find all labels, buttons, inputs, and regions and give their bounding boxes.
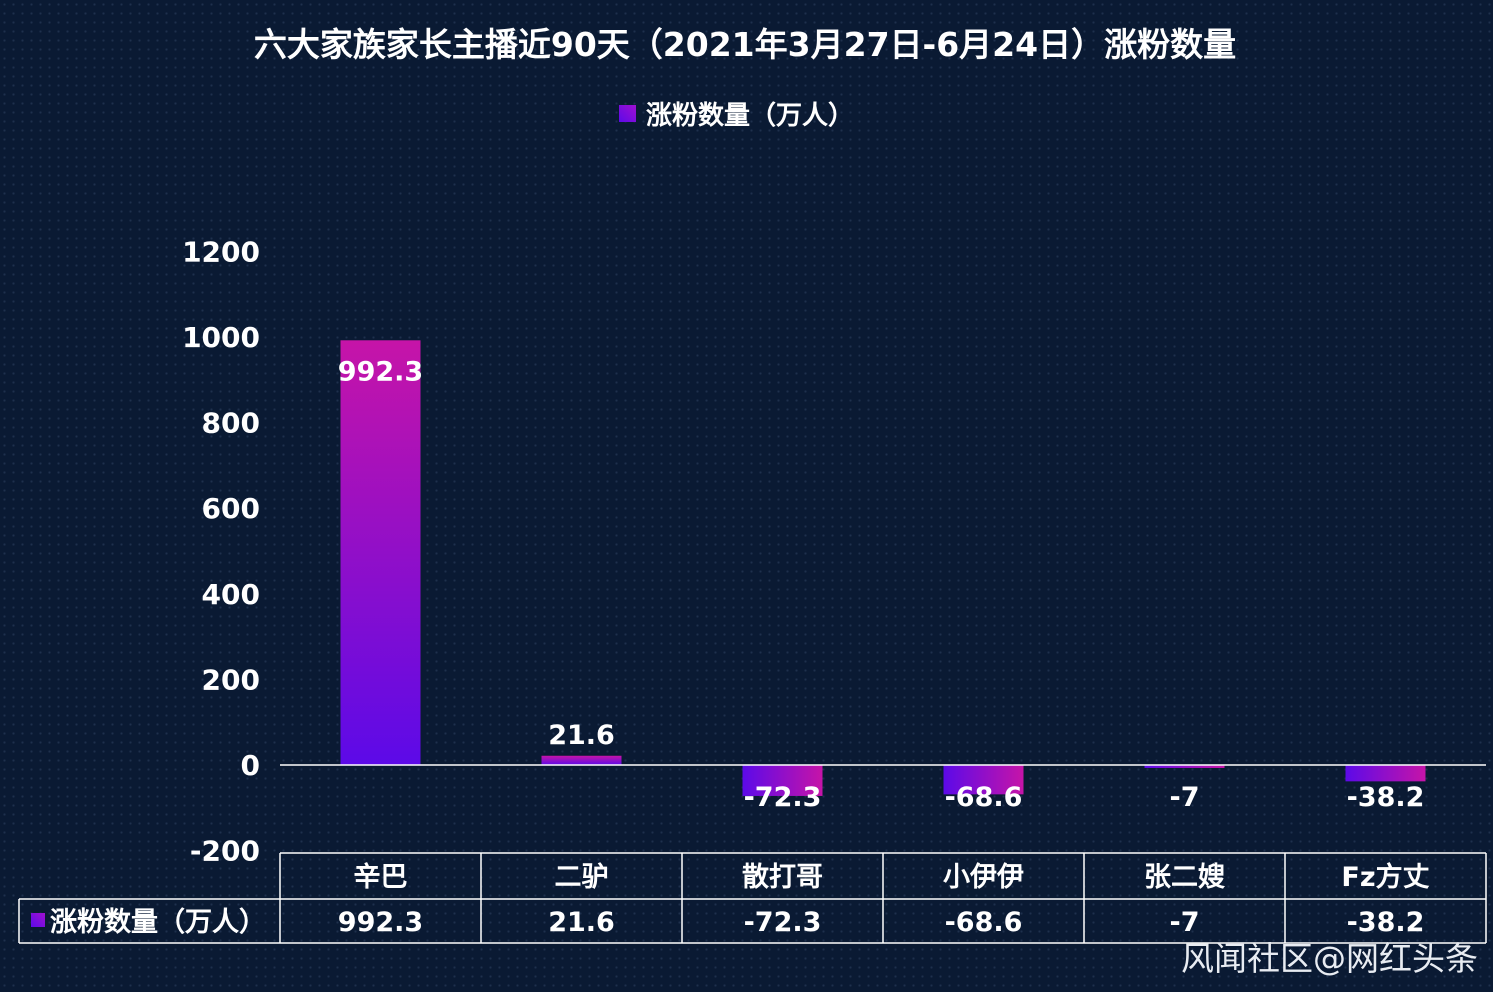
legend: 涨粉数量（万人） <box>619 101 854 131</box>
bar-张二嫂 <box>1144 765 1225 768</box>
data-label: -38.2 <box>1347 782 1425 813</box>
bar-辛巴 <box>340 340 421 765</box>
table-row-header: 涨粉数量（万人） <box>50 907 266 938</box>
category-label: 散打哥 <box>742 862 823 893</box>
table-value: -68.6 <box>945 907 1023 938</box>
y-tick-label: 800 <box>202 407 260 440</box>
y-tick-label: -200 <box>190 835 260 868</box>
category-label: 二驴 <box>555 862 609 893</box>
table-value: -7 <box>1170 907 1200 938</box>
y-tick-label: 400 <box>202 578 260 611</box>
table-value: -38.2 <box>1347 907 1425 938</box>
y-axis: -200 0 200 400 600 800 1000 1200 <box>182 235 260 867</box>
category-label: 张二嫂 <box>1144 862 1226 893</box>
table-value: 21.6 <box>548 907 615 938</box>
data-label: -72.3 <box>744 782 822 813</box>
data-labels: 992.3 21.6 -72.3 -68.6 -7 -38.2 <box>338 356 1425 813</box>
table-value: 992.3 <box>338 907 423 938</box>
data-label: 21.6 <box>548 720 615 751</box>
data-label: -68.6 <box>945 782 1023 813</box>
y-tick-label: 600 <box>202 492 260 525</box>
table-legend-swatch <box>31 913 45 927</box>
y-tick-label: 1200 <box>182 235 260 268</box>
category-label: 小伊伊 <box>943 862 1024 893</box>
y-tick-label: 0 <box>241 749 260 782</box>
legend-swatch <box>619 105 636 122</box>
bar-散打哥 <box>742 765 823 796</box>
data-label: 992.3 <box>338 356 423 387</box>
data-label: -7 <box>1170 782 1200 813</box>
bar-小伊伊 <box>943 765 1024 795</box>
category-label: 辛巴 <box>354 861 408 893</box>
watermark: 风闻社区@网红头条 <box>1181 939 1478 978</box>
table-value: -72.3 <box>744 907 822 938</box>
category-label: Fz方丈 <box>1341 861 1429 893</box>
y-tick-label: 200 <box>202 663 260 696</box>
bars <box>340 340 1426 796</box>
data-table: 辛巴 992.3 二驴 21.6 散打哥 -72.3 小伊伊 -68.6 张二嫂 -7 Fz方丈 -3… <box>18 852 1487 944</box>
legend-label: 涨粉数量（万人） <box>646 101 854 131</box>
bar-Fz方丈 <box>1345 765 1426 782</box>
chart-title: 六大家族家长主播近90天（2021年3月27日-6月24日）涨粉数量 <box>254 25 1236 64</box>
bar-二驴 <box>541 755 622 765</box>
y-tick-label: 1000 <box>182 321 260 354</box>
